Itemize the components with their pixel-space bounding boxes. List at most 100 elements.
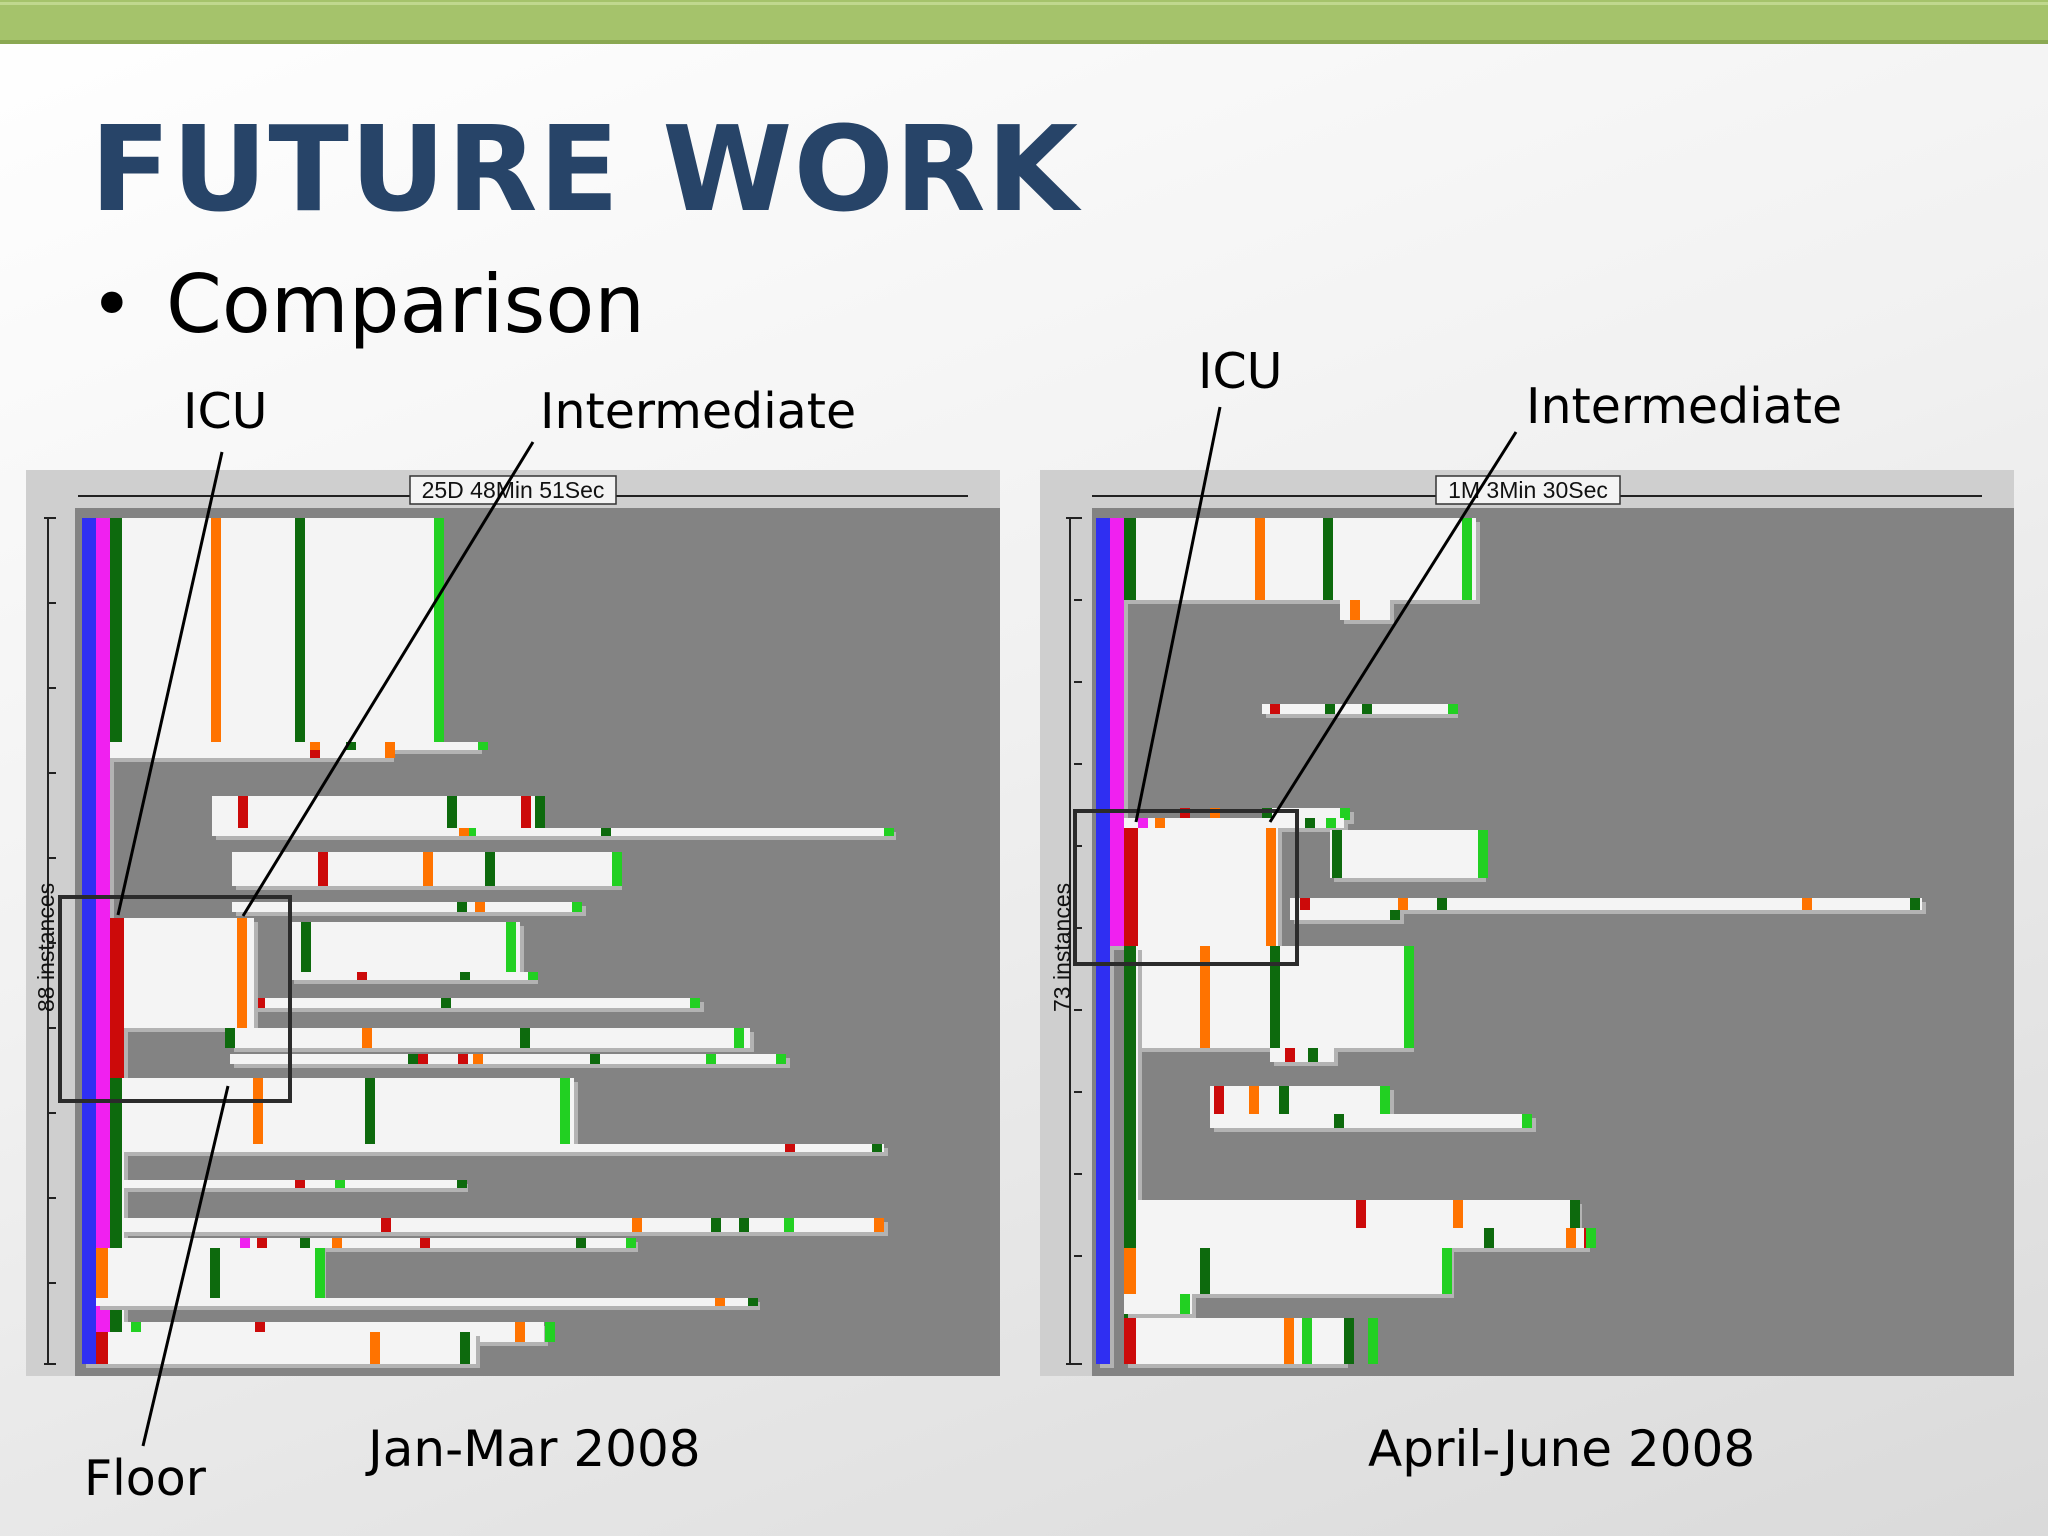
event-marker [521, 796, 531, 828]
event-marker [237, 918, 247, 1028]
right-chart-caption: April-June 2008 [1368, 1420, 1756, 1478]
event-marker [1124, 518, 1136, 600]
right-intermediate-label: Intermediate [1526, 378, 1843, 435]
event-marker [381, 1218, 391, 1232]
event-marker [1214, 1086, 1224, 1114]
event-marker [1380, 1086, 1390, 1114]
instance-bar [1210, 1086, 1390, 1114]
right-intermediate-leader-line [1268, 431, 1518, 823]
event-marker [457, 1180, 467, 1188]
event-marker [872, 1144, 882, 1152]
instance-bar [1124, 1294, 1192, 1314]
accent-top-bar [0, 0, 2048, 44]
right-instance-bars [1096, 518, 1926, 1368]
event-marker [335, 1180, 345, 1188]
event-marker [1300, 898, 1310, 910]
right-icu-leader-line [1134, 406, 1222, 823]
left-instance-bars [82, 518, 896, 1368]
instance-bar [230, 1054, 786, 1064]
right-timeline-chart: 1M 3Min 30Sec 73 instances [1040, 406, 2014, 1376]
bullet-comparison: Comparison [166, 258, 645, 351]
event-marker [1249, 1086, 1259, 1114]
event-marker [1325, 704, 1335, 714]
event-marker [1437, 898, 1447, 910]
event-marker [590, 1054, 600, 1064]
event-marker [1344, 1318, 1354, 1364]
instance-bar [124, 1238, 634, 1248]
event-marker [1448, 704, 1458, 714]
event-marker [1442, 1248, 1452, 1294]
event-marker [485, 852, 495, 886]
event-marker [447, 796, 457, 828]
event-marker [1180, 808, 1190, 820]
event-marker [690, 998, 700, 1008]
instance-bar [250, 998, 700, 1008]
event-marker [706, 1054, 716, 1064]
event-marker [1462, 518, 1472, 600]
instance-bar [1138, 828, 1278, 946]
accent-top-bar-highlight [0, 2, 2048, 5]
event-marker [110, 918, 124, 1078]
event-marker [1368, 1318, 1378, 1364]
event-marker [576, 1238, 586, 1248]
instance-bar [1330, 830, 1482, 878]
event-marker [784, 1218, 794, 1232]
event-marker [1334, 1114, 1344, 1128]
event-marker [1332, 830, 1342, 878]
event-marker [475, 902, 485, 912]
event-marker [1124, 1248, 1136, 1294]
event-marker [96, 1248, 108, 1298]
event-marker [460, 1332, 470, 1364]
instance-bar [1262, 704, 1454, 714]
instance-bar [1124, 946, 1410, 1048]
event-marker [365, 1078, 375, 1144]
event-marker [1350, 600, 1360, 620]
event-marker [711, 1218, 721, 1232]
event-marker [739, 1218, 749, 1232]
instance-bar [290, 972, 534, 980]
event-marker [357, 972, 367, 980]
event-marker [96, 518, 110, 1362]
event-marker [1305, 818, 1315, 828]
instance-bar [232, 902, 582, 912]
event-marker [408, 1054, 418, 1064]
left-chart-caption: Jan-Mar 2008 [368, 1420, 701, 1478]
event-marker [1910, 898, 1920, 910]
event-marker [520, 1028, 530, 1048]
left-intermediate-leader-line [241, 441, 535, 917]
event-marker [1484, 1228, 1494, 1248]
left-floor-label: Floor [84, 1450, 206, 1507]
event-marker [715, 1298, 725, 1306]
event-marker [626, 1238, 636, 1248]
event-marker [82, 518, 96, 1364]
instance-bar [124, 1180, 464, 1188]
instance-bar [1138, 1228, 1586, 1248]
event-marker [370, 1332, 380, 1364]
event-marker [460, 972, 470, 980]
instance-bar [1290, 898, 1922, 910]
event-marker [1138, 818, 1148, 828]
instance-bar [124, 918, 254, 1028]
instance-bar [1270, 1048, 1334, 1062]
left-highlight-box [58, 895, 292, 1103]
event-marker [315, 1248, 325, 1298]
event-marker [1180, 1294, 1190, 1314]
bullet-icon: • [90, 262, 134, 348]
event-marker [1110, 518, 1124, 946]
event-marker [300, 1238, 310, 1248]
event-marker [1404, 946, 1414, 1048]
event-marker [1255, 518, 1265, 600]
instance-bar [124, 1218, 884, 1232]
event-marker [785, 1144, 795, 1152]
event-marker [253, 1078, 263, 1144]
right-icu-label: ICU [1198, 343, 1283, 400]
event-marker [1270, 946, 1280, 1048]
left-timeline-chart: 25D 48Min 51Sec 88 instances [26, 441, 1000, 1447]
event-marker [332, 1238, 342, 1248]
event-marker [225, 1028, 235, 1048]
right-duration-box [1435, 475, 1621, 505]
event-marker [1155, 818, 1165, 828]
event-marker [1285, 1048, 1295, 1062]
event-marker [1390, 910, 1400, 920]
